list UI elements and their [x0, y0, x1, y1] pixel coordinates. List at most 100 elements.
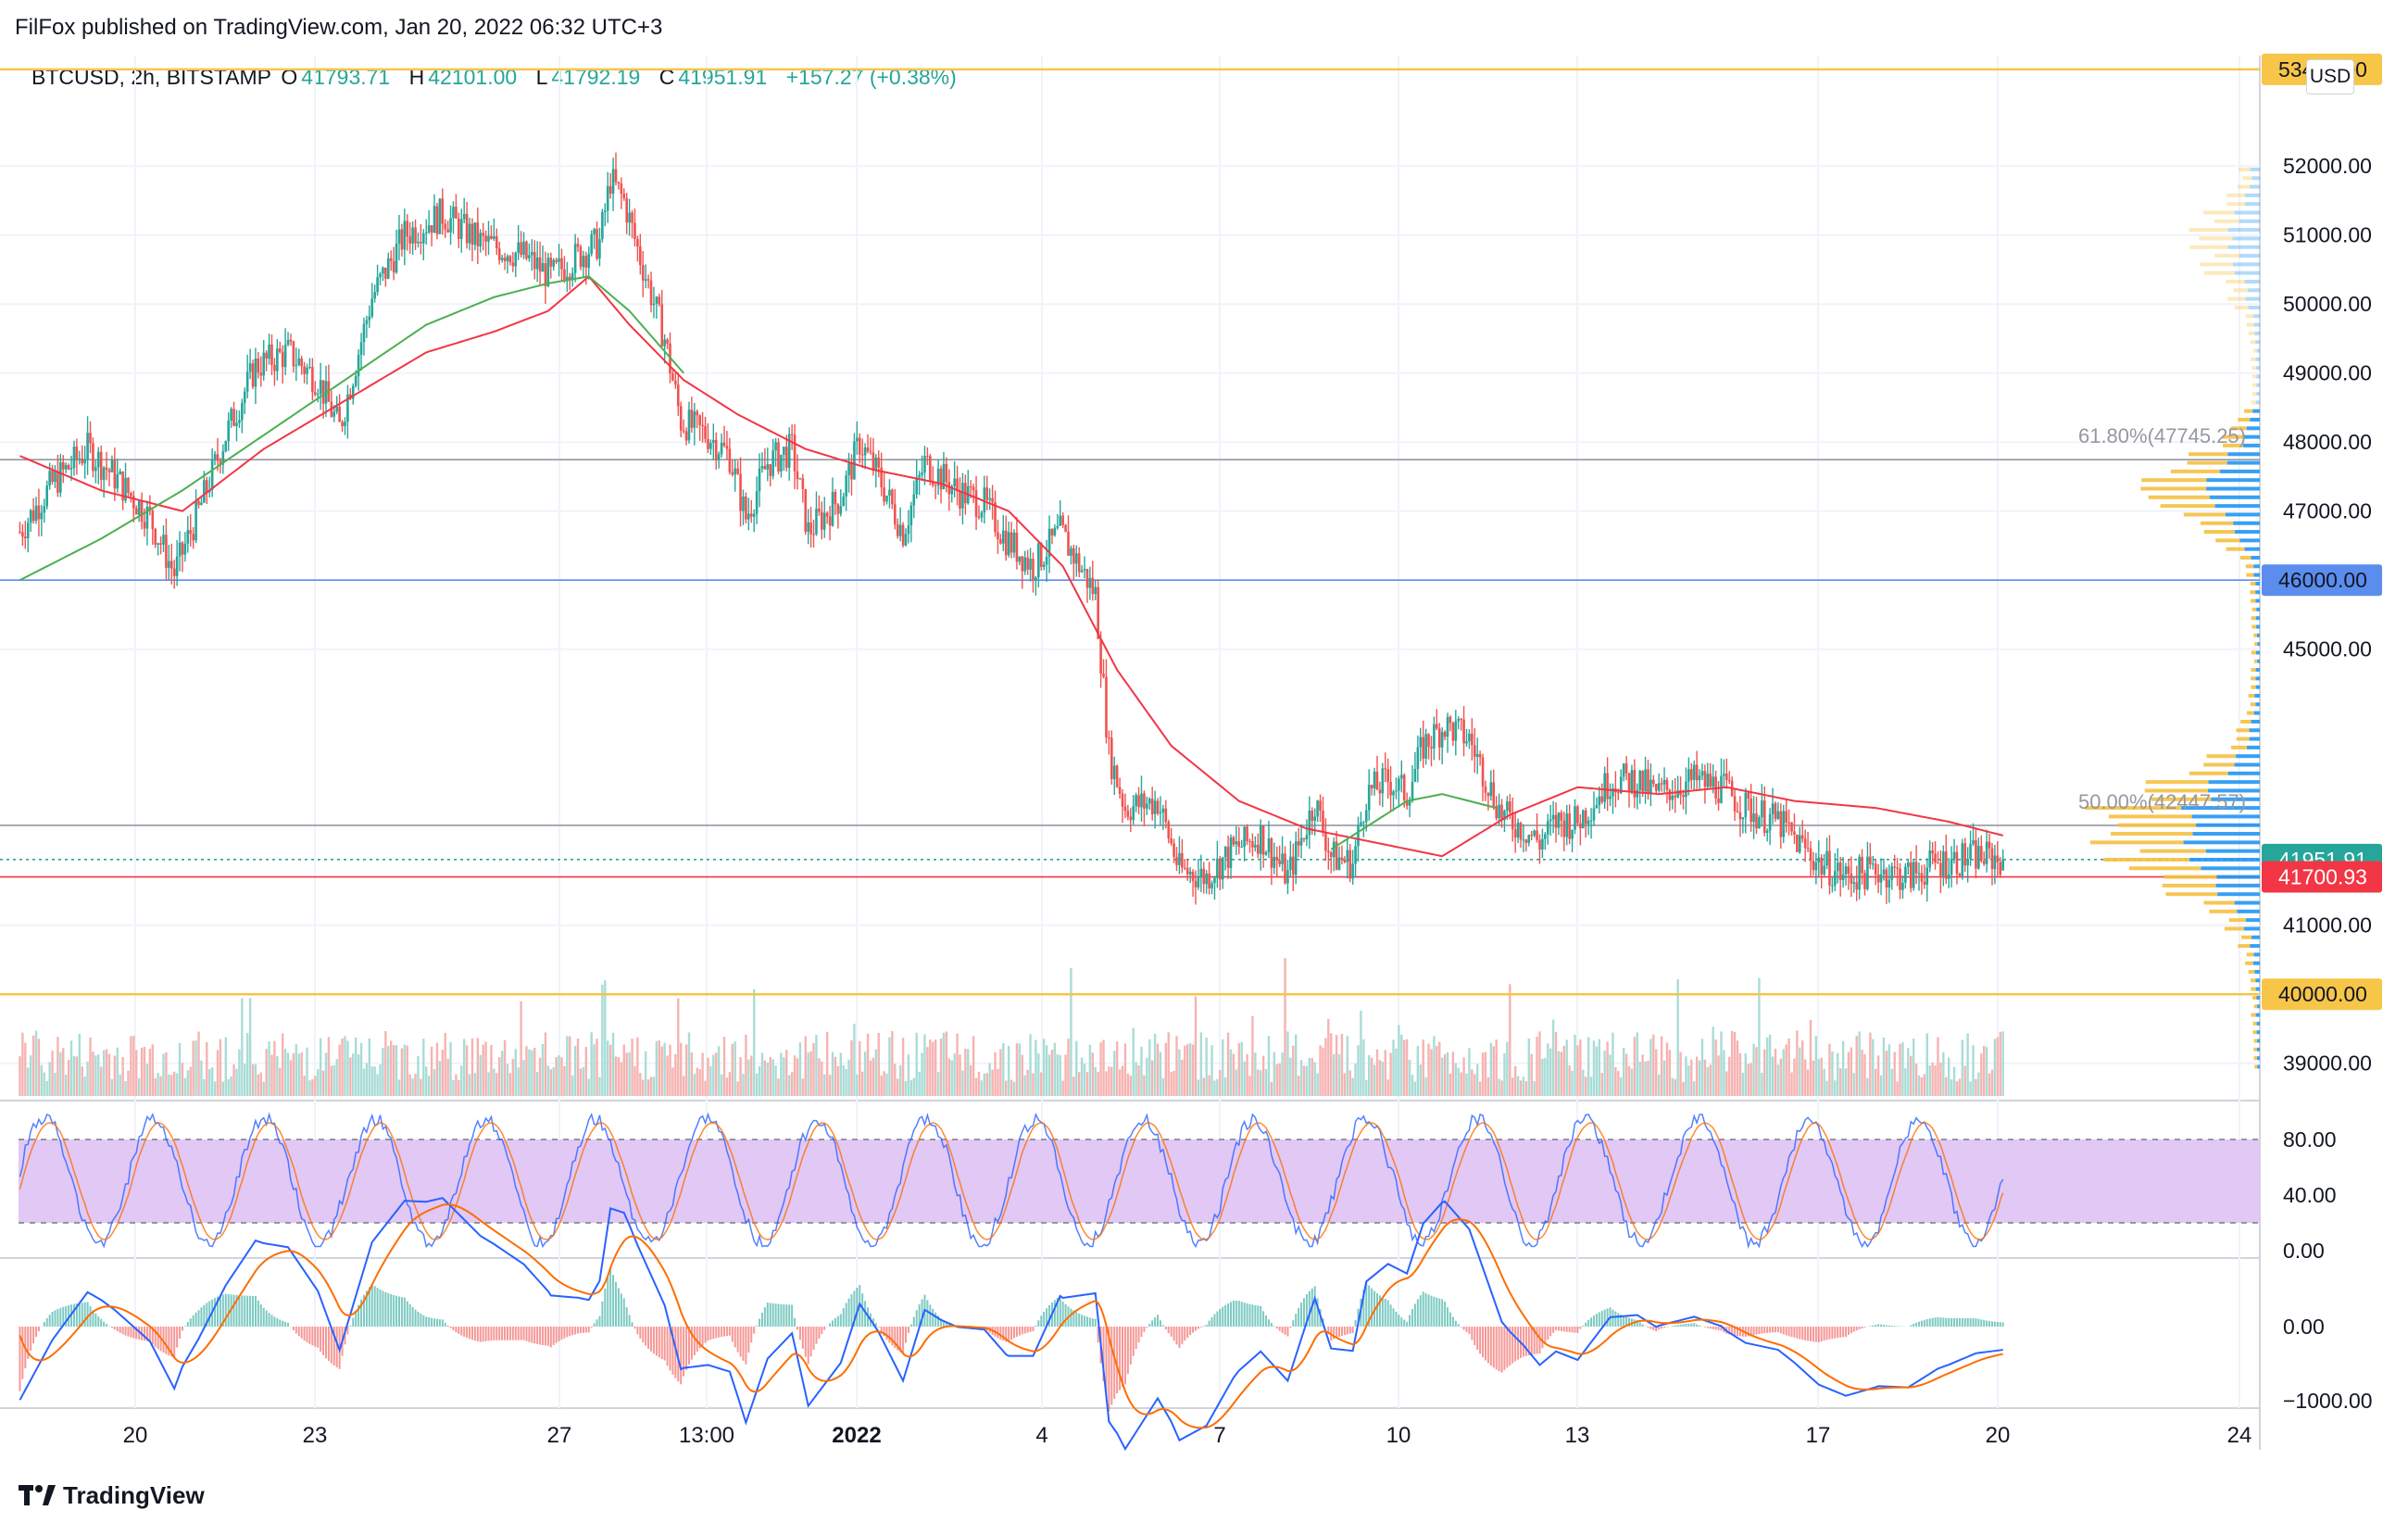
candle-body [379, 273, 382, 278]
volume-bar [953, 1053, 956, 1096]
volume-bar [1503, 1052, 1506, 1096]
volume-profile-bar [2248, 331, 2255, 335]
volume-bar [608, 1044, 612, 1096]
volume-bar [912, 1077, 915, 1096]
volume-profile-bar [2251, 650, 2256, 655]
currency-button[interactable]: USD [2306, 59, 2354, 94]
macd-histogram-bar [1338, 1327, 1341, 1338]
macd-histogram-bar [406, 1301, 408, 1327]
volume-bar [427, 1076, 431, 1096]
volume-bar [1440, 1057, 1444, 1096]
macd-histogram-bar [1571, 1327, 1574, 1333]
volume-bar [1137, 1065, 1140, 1096]
volume-bar [687, 1032, 691, 1096]
macd-histogram-bar [62, 1306, 65, 1327]
candle-body [1199, 868, 1203, 877]
macd-histogram-bar [1579, 1327, 1582, 1329]
volume-bar [569, 1036, 571, 1096]
candle-body [614, 169, 618, 183]
candle-body [286, 339, 290, 346]
candle-body [1471, 733, 1474, 746]
candle-body [92, 443, 94, 472]
fib-level-label: 50.00%(42447.57) [2078, 790, 2246, 813]
volume-profile-bar [2255, 598, 2260, 603]
macd-histogram-bar [574, 1327, 577, 1335]
macd-histogram-bar [1270, 1322, 1273, 1327]
macd-histogram-bar [1796, 1327, 1799, 1339]
macd-histogram-bar [577, 1327, 580, 1334]
candle-body [666, 339, 669, 344]
volume-profile-bar [2214, 219, 2239, 223]
candle-body [121, 472, 124, 501]
footer-brand[interactable]: TradingView [19, 1477, 205, 1514]
volume-bar [1438, 1041, 1441, 1096]
candle-body [1562, 820, 1566, 837]
macd-histogram-bar [587, 1327, 590, 1333]
volume-bar [939, 1038, 943, 1096]
volume-bar [1641, 1054, 1644, 1096]
candle-body [1771, 803, 1775, 814]
volume-bar [1181, 1059, 1184, 1096]
candle-body [1527, 835, 1531, 843]
volume-bar [839, 1052, 842, 1096]
candle-body [154, 529, 157, 545]
volume-bar [127, 1070, 130, 1096]
candle-body [43, 506, 46, 513]
volume-profile-bar [2240, 719, 2251, 724]
volume-bar [1029, 1034, 1032, 1096]
volume-bar [1614, 1066, 1617, 1096]
moving-average-line [19, 274, 2003, 858]
macd-histogram-bar [546, 1327, 549, 1346]
volume-bar [1471, 1069, 1474, 1096]
macd-histogram-bar [1056, 1298, 1059, 1327]
candle-body [704, 426, 707, 439]
volume-bar [967, 1049, 970, 1096]
candle-body [1785, 811, 1787, 823]
volume-bar [1191, 1044, 1195, 1096]
candle-body [676, 384, 680, 407]
candle-body [1676, 790, 1679, 798]
candle-body [1237, 841, 1241, 848]
macd-histogram-bar [1021, 1327, 1023, 1335]
candle-body [625, 197, 629, 223]
macd-histogram-bar [1549, 1327, 1552, 1337]
volume-profile-bar [2227, 296, 2246, 301]
candle-body [690, 409, 694, 428]
volume-profile-bar [2256, 348, 2260, 353]
volume-bar [809, 1051, 812, 1096]
macd-histogram-bar [1562, 1327, 1565, 1332]
macd-histogram-bar [352, 1317, 355, 1327]
macd-histogram-bar [1963, 1317, 1966, 1327]
volume-bar [579, 1068, 583, 1096]
volume-bar [528, 1049, 531, 1096]
macd-histogram-bar [194, 1312, 197, 1327]
macd-histogram-bar [1598, 1312, 1600, 1327]
macd-histogram-bar [116, 1327, 119, 1332]
candle-body [1557, 812, 1561, 828]
candle-body [1506, 801, 1509, 812]
candle-body [628, 212, 631, 223]
volume-bar [633, 1065, 636, 1096]
volume-bar [566, 1036, 569, 1096]
volume-bar [1188, 1043, 1192, 1096]
candle-body [1803, 838, 1807, 849]
volume-bar [1910, 1055, 1913, 1096]
macd-histogram-bar [1988, 1320, 1991, 1327]
macd-histogram-bar [897, 1327, 899, 1351]
candle-body [901, 524, 905, 546]
candle-body [1787, 822, 1790, 824]
volume-bar [1863, 1053, 1866, 1096]
volume-bar [321, 1070, 325, 1096]
volume-bar [1045, 1045, 1048, 1096]
candle-body [1386, 769, 1389, 782]
volume-profile-bar [2254, 642, 2258, 647]
candle-body [1996, 855, 2000, 862]
candle-body [1831, 885, 1834, 887]
x-tick-label: 2022 [832, 1423, 881, 1448]
macd-histogram-bar [403, 1297, 406, 1327]
candle-body [517, 242, 520, 253]
candle-body [950, 485, 954, 495]
candle-body [1015, 532, 1019, 562]
volume-profile-bar [2208, 780, 2260, 785]
